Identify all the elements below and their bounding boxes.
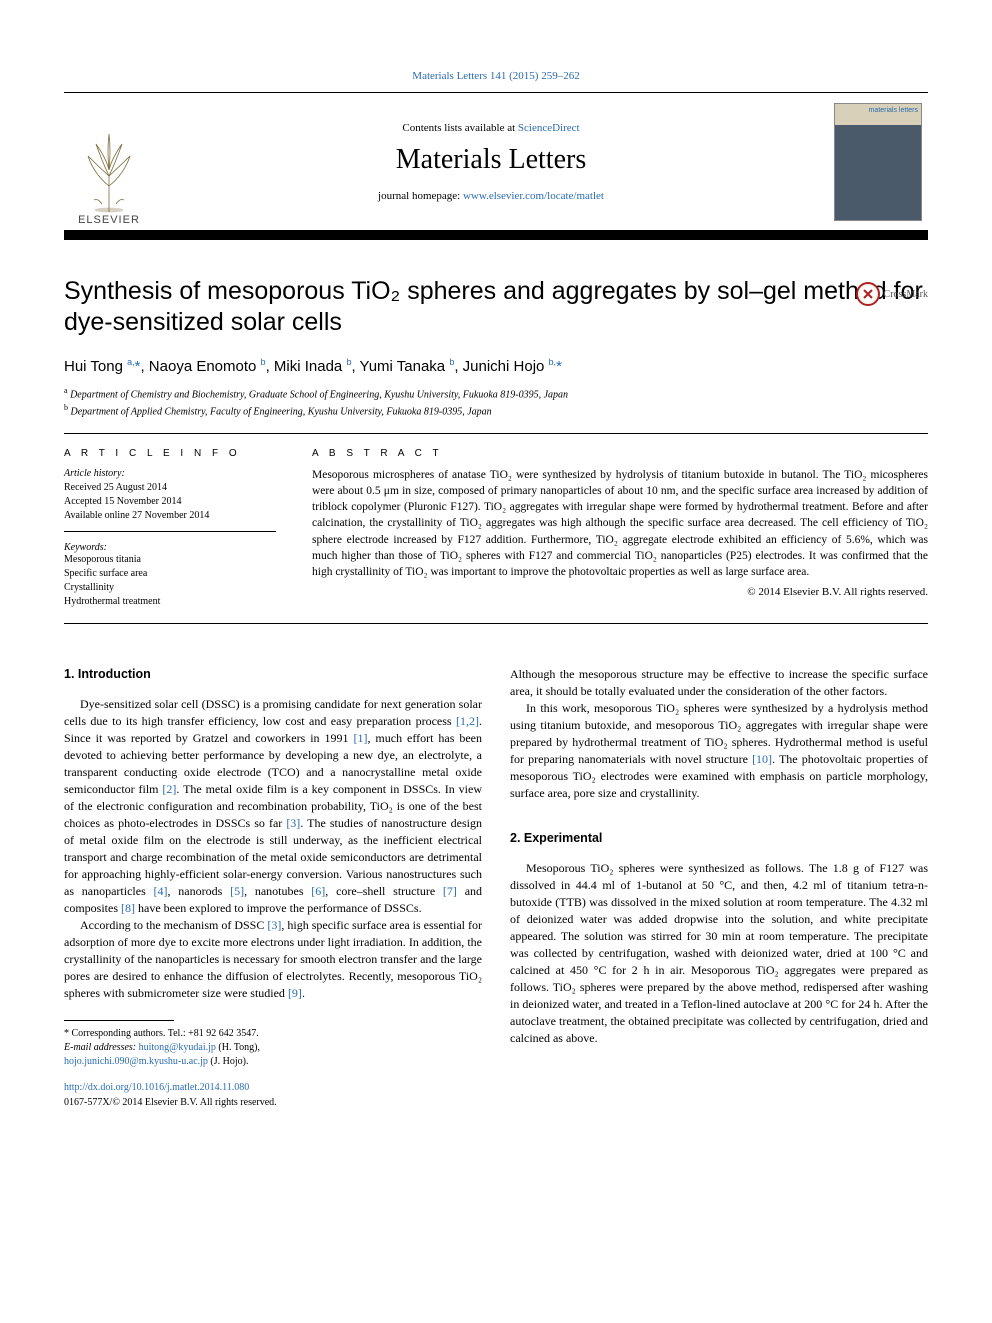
keyword: Mesoporous titania: [64, 553, 276, 567]
crossmark-badge[interactable]: CrossMark: [856, 282, 928, 306]
email-label: E-mail addresses:: [64, 1042, 139, 1053]
received-date: Received 25 August 2014: [64, 481, 276, 495]
footnotes: * Corresponding authors. Tel.: +81 92 64…: [64, 1027, 482, 1069]
doi-link[interactable]: http://dx.doi.org/10.1016/j.matlet.2014.…: [64, 1082, 249, 1093]
citation-header: Materials Letters 141 (2015) 259–262: [64, 70, 928, 82]
intro-continuation: Although the mesoporous structure may be…: [510, 666, 928, 700]
article-title: Synthesis of mesoporous TiO₂ spheres and…: [64, 276, 928, 339]
doi: http://dx.doi.org/10.1016/j.matlet.2014.…: [64, 1081, 482, 1095]
intro-paragraph-3: In this work, mesoporous TiO₂ spheres we…: [510, 700, 928, 802]
ref-link[interactable]: [10]: [752, 752, 772, 766]
abstract-label: A B S T R A C T: [312, 448, 928, 459]
experimental-heading: 2. Experimental: [510, 830, 928, 848]
keyword: Specific surface area: [64, 567, 276, 581]
right-column: Although the mesoporous structure may be…: [510, 666, 928, 1110]
ref-link[interactable]: [2]: [162, 782, 176, 796]
abstract-text: Mesoporous microspheres of anatase TiO₂ …: [312, 467, 928, 580]
citation-link[interactable]: Materials Letters 141 (2015) 259–262: [412, 70, 579, 82]
ref-link[interactable]: [4]: [154, 884, 168, 898]
email-link[interactable]: hojo.junichi.090@m.kyushu-u.ac.jp: [64, 1056, 208, 1067]
intro-heading: 1. Introduction: [64, 666, 482, 684]
ref-link[interactable]: [9]: [288, 986, 302, 1000]
keywords-label: Keywords:: [64, 542, 276, 553]
cover-label: materials letters: [869, 107, 918, 114]
crossmark-label: CrossMark: [884, 289, 928, 300]
ref-link[interactable]: [5]: [230, 884, 244, 898]
journal-cover-thumbnail: materials letters: [828, 93, 928, 230]
corresponding-author: * Corresponding authors. Tel.: +81 92 64…: [64, 1027, 482, 1041]
article-info-label: A R T I C L E I N F O: [64, 448, 276, 459]
experimental-paragraph: Mesoporous TiO₂ spheres were synthesized…: [510, 860, 928, 1047]
publisher-logo: ELSEVIER: [64, 93, 154, 230]
ref-link[interactable]: [1]: [353, 731, 367, 745]
ref-link[interactable]: [6]: [311, 884, 325, 898]
crossmark-icon: [856, 282, 880, 306]
sciencedirect-link[interactable]: ScienceDirect: [518, 122, 580, 134]
intro-paragraph-2: According to the mechanism of DSSC [3], …: [64, 917, 482, 1002]
authors-list: Hui Tong a,*, Naoya Enomoto b, Miki Inad…: [64, 357, 928, 375]
intro-paragraph-1: Dye-sensitized solar cell (DSSC) is a pr…: [64, 696, 482, 917]
history-label: Article history:: [64, 467, 276, 481]
journal-header: ELSEVIER Contents lists available at Sci…: [64, 92, 928, 232]
keyword: Hydrothermal treatment: [64, 595, 276, 609]
issn-copyright: 0167-577X/© 2014 Elsevier B.V. All right…: [64, 1096, 482, 1110]
ref-link[interactable]: [8]: [121, 901, 135, 915]
publisher-name: ELSEVIER: [78, 214, 140, 226]
abstract-copyright: © 2014 Elsevier B.V. All rights reserved…: [312, 586, 928, 598]
left-column: 1. Introduction Dye-sensitized solar cel…: [64, 666, 482, 1110]
contents-available: Contents lists available at ScienceDirec…: [154, 122, 828, 134]
elsevier-tree-icon: [74, 126, 144, 214]
keywords-list: Mesoporous titania Specific surface area…: [64, 553, 276, 609]
online-date: Available online 27 November 2014: [64, 509, 276, 523]
ref-link[interactable]: [1,2]: [456, 714, 479, 728]
affiliation-a: Department of Chemistry and Biochemistry…: [70, 389, 568, 400]
ref-link[interactable]: [3]: [267, 918, 281, 932]
email-link[interactable]: huitong@kyudai.jp: [139, 1042, 216, 1053]
keyword: Crystallinity: [64, 581, 276, 595]
homepage-link[interactable]: www.elsevier.com/locate/matlet: [463, 190, 604, 202]
accepted-date: Accepted 15 November 2014: [64, 495, 276, 509]
ref-link[interactable]: [3]: [286, 816, 300, 830]
journal-title: Materials Letters: [154, 144, 828, 176]
affiliations: a Department of Chemistry and Biochemist…: [64, 385, 928, 420]
affiliation-b: Department of Applied Chemistry, Faculty…: [71, 406, 492, 417]
ref-link[interactable]: [7]: [443, 884, 457, 898]
journal-homepage: journal homepage: www.elsevier.com/locat…: [154, 190, 828, 202]
